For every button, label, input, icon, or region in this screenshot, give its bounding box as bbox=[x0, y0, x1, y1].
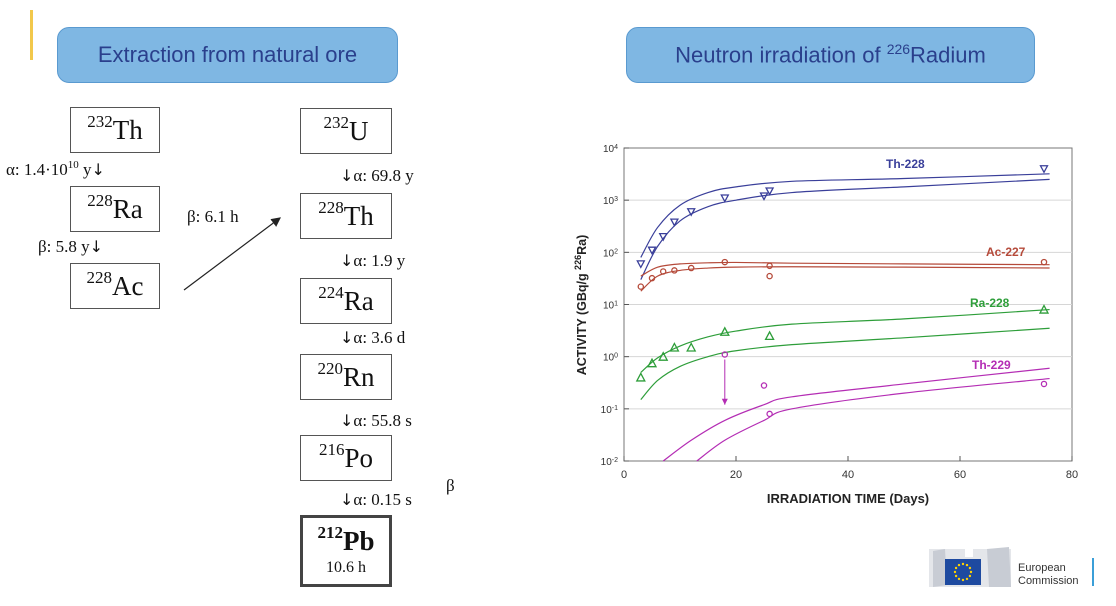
th-228-point bbox=[759, 192, 769, 201]
eu-star bbox=[968, 574, 972, 578]
ra-228-point bbox=[719, 326, 730, 336]
decay-label-u232: ↓α: 69.8 y bbox=[340, 166, 414, 185]
eu-star bbox=[957, 577, 961, 581]
eu-star bbox=[961, 562, 965, 566]
accent-bar bbox=[30, 10, 33, 60]
th-228-point bbox=[1039, 165, 1049, 174]
y-tick-label: 10-2 bbox=[601, 457, 618, 469]
ra-228-point bbox=[669, 342, 680, 352]
y-tick-label: 101 bbox=[603, 300, 618, 312]
extraction-title-banner: Extraction from natural ore bbox=[57, 27, 398, 83]
logo-accent bbox=[1092, 558, 1094, 586]
x-tick-label: 60 bbox=[954, 469, 966, 481]
logo-text: European Commission bbox=[1018, 562, 1079, 587]
th-228-label: Th-228 bbox=[886, 157, 925, 171]
th-229-point bbox=[1040, 380, 1048, 388]
eu-star bbox=[965, 577, 969, 581]
ac-227-point bbox=[687, 264, 695, 272]
decay-label-th232: α: 1.4·1010 y↓ bbox=[6, 159, 105, 180]
nuclide-po216: 216Po bbox=[300, 435, 392, 481]
decay-label-rn220: ↓α: 55.8 s bbox=[340, 411, 412, 430]
ac-227-point bbox=[1040, 258, 1048, 266]
th-229-point bbox=[721, 351, 729, 358]
ra-228-point bbox=[635, 372, 646, 382]
eu-star bbox=[969, 570, 973, 574]
nuclide-th228: 228Th bbox=[300, 193, 392, 239]
y-tick-label: 102 bbox=[603, 248, 618, 260]
x-tick-label: 80 bbox=[1066, 469, 1078, 481]
y-tick-label: 103 bbox=[603, 196, 618, 208]
ac-227-point bbox=[659, 268, 667, 275]
nuclide-pb212: 212Pb 10.6 h bbox=[300, 515, 392, 587]
beta-mark: β bbox=[446, 476, 455, 495]
eu-star bbox=[953, 570, 957, 574]
european-commission-logo bbox=[929, 547, 1011, 587]
ac-227-point bbox=[671, 267, 678, 274]
th-228-point bbox=[658, 232, 668, 242]
ra-228-point bbox=[1038, 304, 1050, 314]
nuclide-ra224: 224Ra bbox=[300, 278, 392, 324]
th-229-point bbox=[766, 410, 773, 418]
nuclide-ac228: 228Ac bbox=[70, 263, 160, 309]
y-axis-label: ACTIVITY (GBq/g 226Ra) bbox=[573, 235, 589, 376]
x-tick-label: 0 bbox=[621, 469, 627, 481]
activity-chart: 104 103 102 101 100 10-1 10-20 20 40 60 80 Th-228 A… bbox=[573, 144, 1078, 507]
ac-227-point bbox=[648, 274, 656, 282]
nuclide-u232: 232U bbox=[300, 108, 392, 154]
x-tick-label: 20 bbox=[730, 469, 742, 481]
pb212-half-life: 10.6 h bbox=[326, 558, 366, 576]
ac-227-point bbox=[721, 258, 729, 266]
ac-227-upper-curve bbox=[640, 261, 1050, 277]
x-tick-label: 40 bbox=[842, 469, 854, 481]
ra-228-point bbox=[764, 330, 775, 341]
th-229-point bbox=[760, 382, 768, 389]
ra-228-point bbox=[658, 351, 669, 361]
ac-227-point bbox=[637, 283, 645, 290]
eu-star bbox=[961, 578, 965, 582]
ra-228-point bbox=[686, 342, 697, 352]
y-tick-label: 10-1 bbox=[601, 404, 618, 416]
y-tick-label: 100 bbox=[603, 352, 618, 364]
decay-label-ra228: β: 5.8 y↓ bbox=[38, 237, 104, 256]
irradiation-title: Neutron irradiation of 226Radium bbox=[675, 41, 986, 68]
eu-star bbox=[957, 563, 961, 567]
extraction-title: Extraction from natural ore bbox=[97, 42, 358, 67]
annotation-arrowhead bbox=[721, 398, 728, 405]
ra-228-point bbox=[646, 357, 658, 368]
decay-label-ac228: β: 6.1 h bbox=[187, 207, 239, 226]
ac-227-label: Ac-227 bbox=[986, 245, 1026, 259]
eu-star bbox=[965, 563, 969, 567]
nuclide-ra228: 228Ra bbox=[70, 186, 160, 232]
th-228-point bbox=[720, 194, 730, 203]
decay-label-po216: ↓α: 0.15 s bbox=[340, 490, 412, 509]
th-228-point bbox=[765, 187, 775, 196]
th-228-point bbox=[636, 260, 646, 269]
th-229-lower-curve bbox=[696, 377, 1050, 462]
ac-227-point bbox=[766, 262, 773, 270]
th-228-upper-curve bbox=[640, 173, 1050, 258]
th-228-point bbox=[686, 208, 696, 217]
irradiation-title-banner: Neutron irradiation of 226Radium bbox=[626, 27, 1035, 83]
th-228-point bbox=[647, 246, 657, 256]
eu-star bbox=[968, 566, 972, 570]
eu-star bbox=[954, 574, 958, 578]
ra-228-lower-curve bbox=[640, 327, 1050, 400]
th-229-upper-curve bbox=[662, 367, 1050, 462]
nuclide-rn220: 220Rn bbox=[300, 354, 392, 400]
th-228-point bbox=[669, 218, 679, 227]
y-tick-label: 104 bbox=[603, 144, 618, 156]
decay-label-th228: ↓α: 1.9 y bbox=[340, 251, 406, 270]
decay-label-ra224: ↓α: 3.6 d bbox=[340, 328, 406, 347]
x-axis-label: IRRADIATION TIME (Days) bbox=[767, 491, 929, 506]
ra-228-label: Ra-228 bbox=[970, 296, 1010, 310]
ac-227-point bbox=[766, 272, 773, 280]
nuclide-th232: 232Th bbox=[70, 107, 160, 153]
eu-star bbox=[954, 566, 958, 570]
th-229-label: Th-229 bbox=[972, 358, 1011, 372]
